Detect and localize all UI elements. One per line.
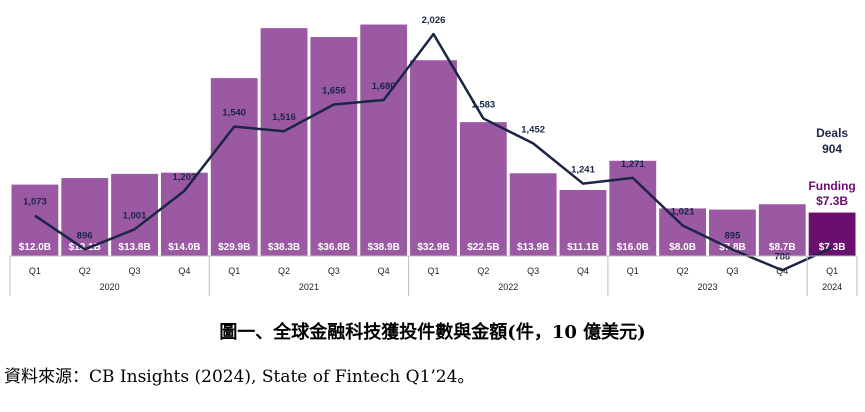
funding-bar <box>111 173 158 256</box>
deals-point-label: 2,026 <box>422 15 446 26</box>
x-tick-label: Q4 <box>577 266 589 276</box>
year-label: 2021 <box>299 282 319 292</box>
x-tick-label: Q1 <box>826 266 838 276</box>
legend-funding-name: Funding <box>808 179 855 193</box>
funding-bar <box>559 189 607 256</box>
legend-funding-value: $7.3B <box>816 194 848 208</box>
funding-bar <box>11 184 59 256</box>
funding-bar <box>410 60 457 257</box>
deals-point-label: 895 <box>725 231 742 242</box>
funding-bar <box>459 122 507 256</box>
x-tick-label: Q2 <box>677 266 689 276</box>
x-tick-label: Q3 <box>328 266 340 276</box>
funding-bar-label: $32.9B <box>417 242 449 253</box>
x-tick-label: Q1 <box>228 266 240 276</box>
deals-point-label: 1,540 <box>222 108 246 119</box>
x-tick-label: Q3 <box>726 266 738 276</box>
deals-point-label: 1,203 <box>172 172 196 183</box>
funding-bar-label: $7.8B <box>719 242 746 253</box>
funding-bar <box>210 78 258 256</box>
figure-caption: 圖一、全球金融科技獲投件數與金額(件，10 億美元) <box>219 322 646 343</box>
bar-series: $12.0B $13.1B $13.8B $14.0B $29.9B $38.3B $36.… <box>11 24 856 257</box>
deals-point-label: 1,452 <box>521 124 545 135</box>
deals-point-label: 786 <box>774 251 790 262</box>
source-note: 資料來源：CB Insights (2024), State of Fintec… <box>4 367 475 387</box>
x-axis: Q1 Q2 Q3 Q4 Q1 Q2 Q3 Q4 Q1 Q2 Q3 Q4 Q1 Q2 Q3 Q4 Q1 2020 20… <box>9 255 858 296</box>
funding-bar-label: $12.0B <box>19 242 51 253</box>
x-tick-label: Q1 <box>427 266 439 276</box>
x-tick-label: Q3 <box>129 266 141 276</box>
funding-bar-label: $8.0B <box>669 242 696 253</box>
funding-bar-label: $22.5B <box>467 242 499 253</box>
funding-bar <box>758 204 806 256</box>
x-tick-label: Q3 <box>527 266 539 276</box>
funding-bar-label: $36.8B <box>318 242 350 253</box>
funding-bar-label: $13.1B <box>69 242 101 253</box>
funding-bar-label: $16.0B <box>617 242 649 253</box>
funding-bar-label: $38.9B <box>368 242 400 253</box>
deals-point-label: 1,021 <box>671 206 695 217</box>
funding-bar <box>310 37 358 256</box>
deals-point-label: 896 <box>77 230 93 241</box>
deals-line <box>34 32 833 272</box>
legend-deals-value: 904 <box>822 142 842 156</box>
fintech-funding-chart: $12.0B $13.1B $13.8B $14.0B $29.9B $38.3B $36.… <box>9 15 858 296</box>
funding-bar-label: $8.7B <box>769 242 796 253</box>
legend-deals-name: Deals <box>816 126 848 140</box>
deals-point-label: 1,680 <box>372 81 396 92</box>
x-tick-label: Q1 <box>29 266 41 276</box>
funding-bar <box>360 24 408 257</box>
x-tick-label: Q1 <box>627 266 639 276</box>
x-tick-label: Q4 <box>378 266 390 276</box>
funding-bar-label: $11.1B <box>567 242 599 253</box>
funding-bar-label: $29.9B <box>218 242 250 253</box>
funding-bar-label: $38.3B <box>268 242 300 253</box>
funding-bar <box>509 173 557 256</box>
year-label: 2022 <box>498 282 518 292</box>
legend: Deals 904 Funding$7.3B <box>808 126 855 208</box>
x-tick-label: Q4 <box>178 266 190 276</box>
deals-point-label: 1,583 <box>471 99 495 110</box>
funding-bar-label: $14.0B <box>168 242 200 253</box>
deals-point-label: 1,516 <box>272 112 296 123</box>
deals-line-series: 1,073 896 1,001 1,203 1,540 1,516 1,656 1,680 2,… <box>23 15 833 272</box>
x-tick-label: Q2 <box>79 266 91 276</box>
deals-point-label: 1,271 <box>621 159 645 170</box>
funding-bar-label: $13.8B <box>118 242 150 253</box>
funding-bar <box>260 28 308 256</box>
funding-bar-label: $7.3B <box>819 242 846 253</box>
deals-point-label: 1,073 <box>23 197 47 208</box>
deals-point-label: 1,656 <box>322 86 346 97</box>
x-tick-label: Q4 <box>776 266 788 276</box>
year-label: 2020 <box>100 282 120 292</box>
deals-point-label: 1,241 <box>571 165 595 176</box>
funding-bar <box>160 172 208 256</box>
x-tick-label: Q2 <box>477 266 489 276</box>
deals-point-label: 1,001 <box>123 210 147 221</box>
year-label: 2024 <box>822 282 842 292</box>
year-label: 2023 <box>698 282 718 292</box>
x-tick-label: Q2 <box>278 266 290 276</box>
funding-bar-label: $13.9B <box>517 242 549 253</box>
